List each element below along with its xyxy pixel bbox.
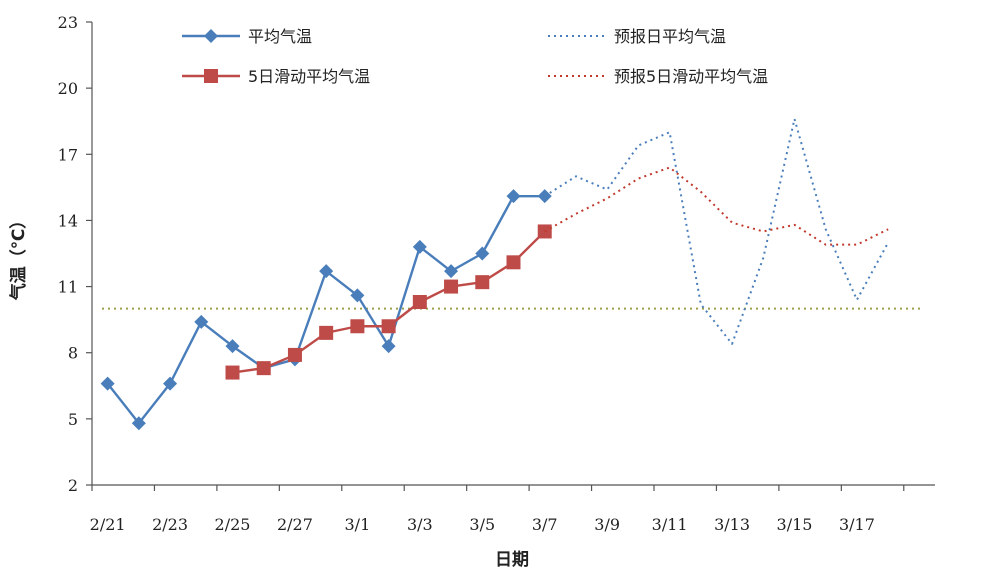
x-tick-label: 3/1 (345, 515, 371, 534)
data-point-diamond (444, 264, 459, 279)
y-ticks: 2 5 8 11 14 17 20 23 (58, 13, 92, 495)
series-2 (225, 224, 552, 380)
legend-label: 5日滑动平均气温 (248, 67, 370, 86)
x-axis-title: 日期 (495, 550, 529, 570)
data-point-diamond (319, 264, 334, 279)
data-point-diamond (131, 416, 146, 431)
x-tick-label: 3/3 (407, 515, 433, 534)
x-tick-label: 3/13 (714, 515, 750, 534)
legend-item: 5日滑动平均气温 (182, 67, 370, 86)
legend-label: 预报日平均气温 (614, 27, 726, 46)
x-tick-label: 2/23 (152, 515, 188, 534)
data-point-diamond (194, 314, 209, 329)
data-point-diamond (225, 339, 240, 354)
data-point-square (287, 347, 302, 362)
x-tick-label: 3/7 (532, 515, 558, 534)
data-point-square (475, 275, 490, 290)
data-point-square (256, 361, 271, 376)
y-tick-label: 20 (58, 79, 78, 98)
series-3 (544, 118, 890, 345)
data-point-diamond (381, 339, 396, 354)
data-point-square (350, 319, 365, 334)
data-point-square (319, 325, 334, 340)
x-tick-label: 2/21 (90, 515, 126, 534)
data-point-diamond (163, 376, 178, 391)
axes (91, 22, 935, 486)
data-point-diamond (350, 288, 365, 303)
data-point-diamond (100, 376, 115, 391)
legend-item: 预报5日滑动平均气温 (548, 67, 768, 86)
y-tick-label: 14 (58, 211, 78, 230)
data-point-diamond (506, 189, 521, 204)
x-tick-label: 3/11 (652, 515, 688, 534)
y-tick-label: 5 (68, 410, 78, 429)
legend-marker (204, 29, 218, 43)
legend-item: 平均气温 (182, 27, 312, 46)
data-point-square (444, 279, 459, 294)
data-point-diamond (412, 239, 427, 254)
legend-label: 平均气温 (248, 27, 312, 46)
y-tick-label: 2 (68, 476, 78, 495)
series-4 (544, 166, 889, 246)
legend-marker (204, 69, 218, 83)
y-tick-label: 8 (68, 344, 78, 363)
data-point-square (506, 255, 521, 270)
data-point-square (381, 319, 396, 334)
y-axis-title: 气温（℃） (8, 212, 29, 302)
series-1 (100, 189, 552, 431)
data-point-square (412, 295, 427, 310)
data-point-square (225, 365, 240, 380)
y-tick-label: 17 (58, 145, 78, 164)
y-tick-label: 11 (58, 278, 78, 297)
series-line (544, 166, 889, 246)
series-layer (100, 118, 890, 431)
series-line (106, 194, 545, 425)
x-tick-label: 3/9 (594, 515, 620, 534)
x-tick-label: 3/5 (469, 515, 495, 534)
legend-label: 预报5日滑动平均气温 (614, 67, 768, 86)
series-line (544, 118, 890, 345)
x-tick-label: 3/17 (839, 515, 875, 534)
x-tick-label: 3/15 (777, 515, 813, 534)
y-tick-label: 23 (58, 13, 78, 32)
data-point-diamond (475, 246, 490, 261)
x-tick-label: 2/25 (215, 515, 251, 534)
x-tick-label: 2/27 (277, 515, 313, 534)
x-ticks: 2/21 2/23 2/25 2/27 3/1 3/3 3/5 3/7 3/9 3/11 3/13 3… (90, 485, 905, 534)
legend-item: 预报日平均气温 (548, 27, 726, 46)
